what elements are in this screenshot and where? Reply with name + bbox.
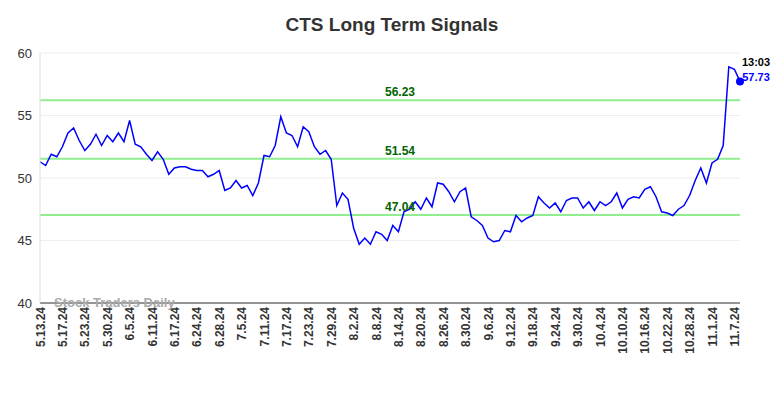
svg-text:9.24.24: 9.24.24 bbox=[549, 307, 563, 347]
svg-text:5.17.24: 5.17.24 bbox=[56, 307, 70, 347]
svg-text:9.30.24: 9.30.24 bbox=[571, 307, 585, 347]
svg-text:5.30.24: 5.30.24 bbox=[101, 307, 115, 347]
svg-text:51.54: 51.54 bbox=[385, 144, 415, 158]
svg-text:11.7.24: 11.7.24 bbox=[728, 307, 742, 347]
svg-text:6.5.24: 6.5.24 bbox=[123, 307, 137, 341]
svg-text:55: 55 bbox=[18, 108, 32, 123]
svg-text:10.10.24: 10.10.24 bbox=[616, 307, 630, 354]
svg-text:47.04: 47.04 bbox=[385, 200, 415, 214]
svg-text:8.20.24: 8.20.24 bbox=[414, 307, 428, 347]
svg-text:8.2.24: 8.2.24 bbox=[347, 307, 361, 341]
svg-text:7.5.24: 7.5.24 bbox=[235, 307, 249, 341]
svg-text:6.24.24: 6.24.24 bbox=[190, 307, 204, 347]
svg-text:10.28.24: 10.28.24 bbox=[683, 307, 697, 354]
svg-text:50: 50 bbox=[18, 171, 32, 186]
svg-text:8.26.24: 8.26.24 bbox=[437, 307, 451, 347]
svg-text:40: 40 bbox=[18, 296, 32, 311]
svg-text:7.11.24: 7.11.24 bbox=[258, 307, 272, 347]
svg-text:7.23.24: 7.23.24 bbox=[302, 307, 316, 347]
svg-text:60: 60 bbox=[18, 46, 32, 61]
svg-text:9.18.24: 9.18.24 bbox=[526, 307, 540, 347]
svg-text:11.1.24: 11.1.24 bbox=[706, 307, 720, 347]
svg-text:8.8.24: 8.8.24 bbox=[370, 307, 384, 341]
svg-text:6.11.24: 6.11.24 bbox=[146, 307, 160, 347]
svg-text:10.4.24: 10.4.24 bbox=[594, 307, 608, 347]
svg-text:6.28.24: 6.28.24 bbox=[213, 307, 227, 347]
svg-text:9.6.24: 9.6.24 bbox=[482, 307, 496, 341]
svg-text:9.12.24: 9.12.24 bbox=[504, 307, 518, 347]
svg-text:13:03: 13:03 bbox=[742, 56, 770, 68]
svg-text:5.13.24: 5.13.24 bbox=[34, 307, 48, 347]
svg-text:6.17.24: 6.17.24 bbox=[168, 307, 182, 347]
svg-text:56.23: 56.23 bbox=[385, 85, 415, 99]
svg-text:8.30.24: 8.30.24 bbox=[459, 307, 473, 347]
svg-text:7.17.24: 7.17.24 bbox=[280, 307, 294, 347]
html-text:Stock Traders Daily: Stock Traders Daily bbox=[54, 295, 175, 310]
svg-text:10.16.24: 10.16.24 bbox=[638, 307, 652, 354]
svg-text:8.14.24: 8.14.24 bbox=[392, 307, 406, 347]
svg-text:57.73: 57.73 bbox=[742, 71, 770, 83]
svg-text:5.23.24: 5.23.24 bbox=[78, 307, 92, 347]
html-text:CTS Long Term Signals: CTS Long Term Signals bbox=[285, 14, 499, 35]
svg-text:10.22.24: 10.22.24 bbox=[661, 307, 675, 354]
svg-text:7.29.24: 7.29.24 bbox=[325, 307, 339, 347]
svg-text:45: 45 bbox=[18, 233, 32, 248]
